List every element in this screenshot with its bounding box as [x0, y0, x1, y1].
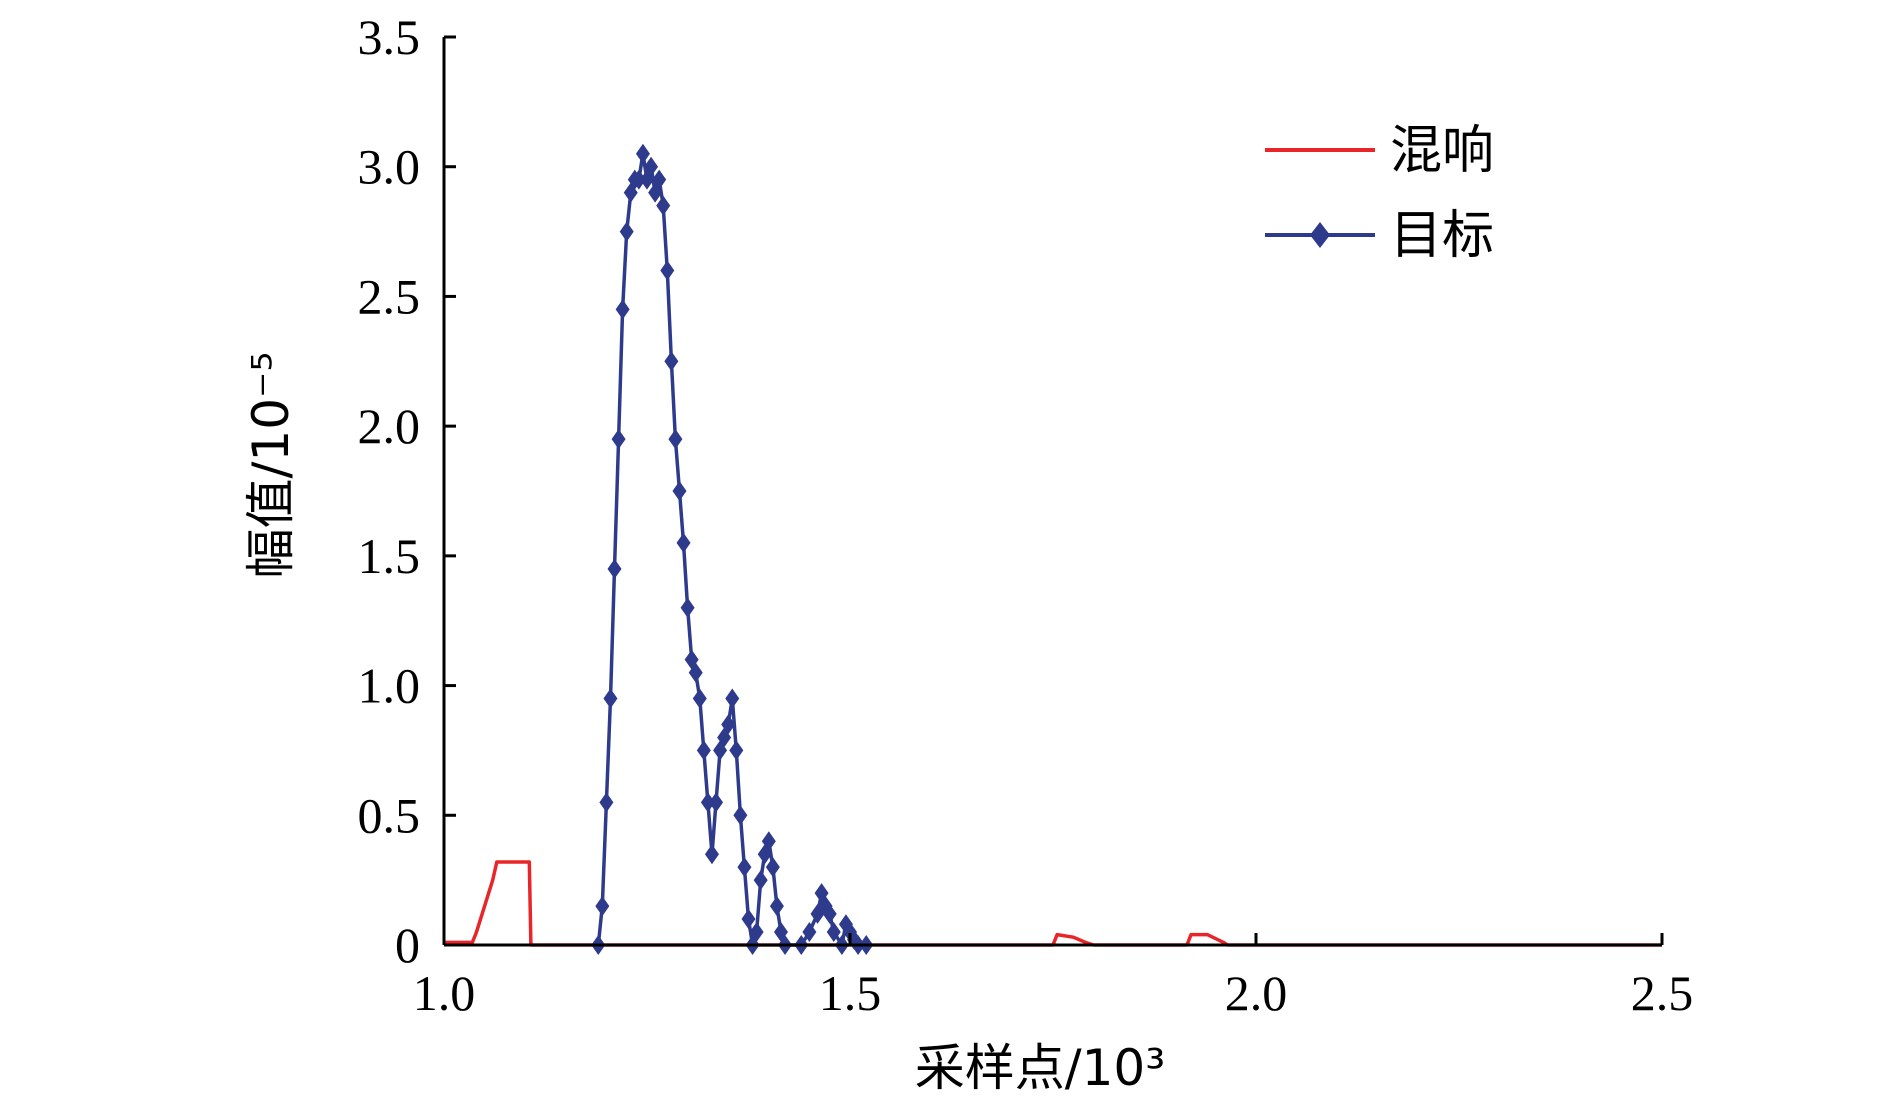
series-point-marker: [664, 351, 679, 372]
series-point-marker: [595, 896, 610, 917]
series-point-marker: [725, 688, 740, 709]
series-line-1: [596, 151, 867, 947]
series-point-marker: [619, 221, 634, 242]
series-point-marker: [692, 688, 707, 709]
series-point-marker: [635, 143, 650, 164]
x-tick-label: 1.0: [413, 965, 476, 1021]
x-tick-label: 1.5: [819, 965, 882, 1021]
series-point-marker: [680, 597, 695, 618]
series-point-marker: [733, 805, 748, 826]
y-axis-title: 幅值/10⁻⁵: [242, 352, 300, 579]
series-point-marker: [765, 857, 780, 878]
series-point-marker: [688, 662, 703, 683]
series-point-marker: [753, 870, 768, 891]
ticks: 1.0 1.5 2.0 2.5 0 0.5 1.0 1.5 2.0 2.5 3.0 3.5: [358, 9, 1694, 1021]
series-point-marker: [737, 857, 752, 878]
series-point-marker: [741, 909, 756, 930]
y-tick-label: 3.0: [358, 139, 421, 195]
series-point-marker: [631, 169, 646, 190]
y-tick-label: 0.5: [358, 787, 421, 843]
legend-label-reverb: 混响: [1390, 121, 1494, 181]
y-tick-label: 2.5: [358, 268, 421, 324]
series-point-marker: [709, 792, 724, 813]
series-point-marker: [603, 688, 618, 709]
series-point-marker: [822, 903, 837, 924]
series-point-marker: [644, 156, 659, 177]
series-point-marker: [761, 831, 776, 852]
x-tick-label: 2.0: [1225, 965, 1288, 1021]
series-point-marker: [672, 481, 687, 501]
series-point-marker: [652, 169, 667, 190]
series-point-marker: [668, 429, 683, 450]
series-point-marker: [749, 922, 764, 943]
series-point-marker: [700, 792, 715, 813]
y-tick-label: 1.0: [358, 658, 421, 714]
series-point-marker: [802, 922, 817, 943]
y-tick-label: 0: [395, 917, 420, 973]
series-point-marker: [721, 714, 736, 735]
series-point-marker: [696, 740, 711, 761]
series-point-marker: [656, 195, 671, 216]
series-point-marker: [599, 792, 614, 813]
series-line-0: [444, 860, 1662, 947]
legend-marker-target: [1310, 222, 1330, 248]
series-point-marker: [704, 844, 719, 865]
series-point-marker: [607, 558, 622, 579]
series-point-marker: [660, 260, 675, 281]
x-axis-title: 采样点/10³: [915, 1039, 1166, 1097]
series-point-marker: [769, 896, 784, 917]
series-point-marker: [615, 299, 630, 320]
y-tick-label: 2.0: [358, 398, 421, 454]
legend: 混响 目标: [1265, 121, 1494, 266]
y-tick-label: 3.5: [358, 9, 421, 65]
axes: [442, 37, 1662, 947]
series-layer: [444, 143, 1662, 955]
series-point-marker: [729, 740, 744, 761]
y-tick-label: 1.5: [358, 528, 421, 584]
legend-label-target: 目标: [1390, 206, 1494, 266]
x-tick-label: 2.5: [1631, 965, 1694, 1021]
series-point-marker: [611, 429, 626, 450]
series-point-marker: [676, 532, 691, 553]
series-point-marker: [826, 922, 841, 943]
